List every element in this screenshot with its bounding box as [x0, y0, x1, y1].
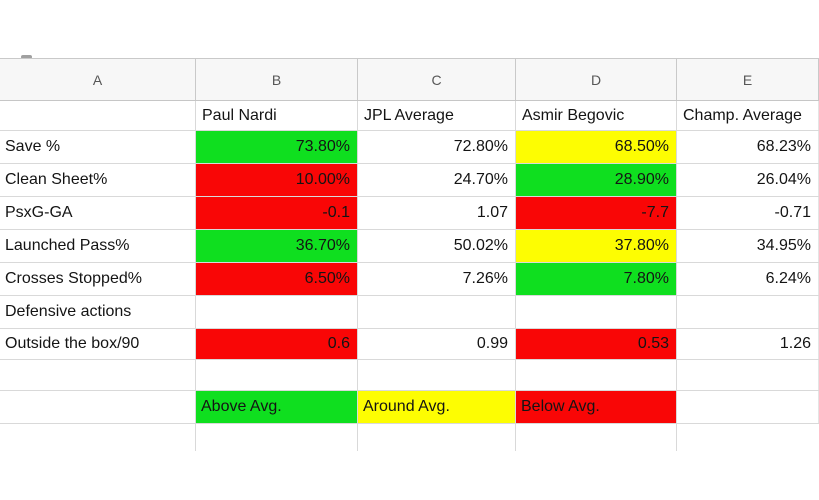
- spreadsheet-grid: A B C D E Paul Nardi JPL Average Asmir B…: [0, 58, 819, 451]
- legend-below-avg[interactable]: Below Avg.: [516, 391, 677, 423]
- stat-row-outside-the-box-90: Outside the box/90 0.6 0.99 0.53 1.26: [0, 329, 819, 360]
- cell-e-defensive-actions[interactable]: [677, 296, 819, 328]
- cell-a-legend[interactable]: [0, 391, 196, 423]
- cell-d-launched-pass[interactable]: 37.80%: [516, 230, 677, 262]
- cell-c-save-pct[interactable]: 72.80%: [358, 131, 516, 163]
- partial-bottom-row: [0, 424, 819, 451]
- stat-row-defensive-actions: Defensive actions: [0, 296, 819, 329]
- stat-row-launched-pass-pct: Launched Pass% 36.70% 50.02% 37.80% 34.9…: [0, 230, 819, 263]
- cell-a-save-pct-label[interactable]: Save %: [0, 131, 196, 163]
- cell-a-player-names[interactable]: [0, 101, 196, 130]
- top-border-artifact-dash: [21, 55, 32, 59]
- cell-e-partial[interactable]: [677, 424, 819, 451]
- cell-c-defensive-actions[interactable]: [358, 296, 516, 328]
- cell-e-legend-empty[interactable]: [677, 391, 819, 423]
- cell-b-clean-sheet[interactable]: 10.00%: [196, 164, 358, 196]
- cell-d-clean-sheet[interactable]: 28.90%: [516, 164, 677, 196]
- cell-e-outside-box[interactable]: 1.26: [677, 329, 819, 359]
- cell-c-launched-pass[interactable]: 50.02%: [358, 230, 516, 262]
- cell-c-empty[interactable]: [358, 360, 516, 390]
- cell-b-defensive-actions[interactable]: [196, 296, 358, 328]
- cell-b-save-pct[interactable]: 73.80%: [196, 131, 358, 163]
- cell-d-defensive-actions[interactable]: [516, 296, 677, 328]
- cell-a-outside-box-label[interactable]: Outside the box/90: [0, 329, 196, 359]
- column-header-d[interactable]: D: [516, 59, 677, 100]
- cell-a-crosses-stopped-label[interactable]: Crosses Stopped%: [0, 263, 196, 295]
- cell-a-psxg-ga-label[interactable]: PsxG-GA: [0, 197, 196, 229]
- stat-row-clean-sheet-pct: Clean Sheet% 10.00% 24.70% 28.90% 26.04%: [0, 164, 819, 197]
- cell-b-outside-box[interactable]: 0.6: [196, 329, 358, 359]
- cell-b-empty[interactable]: [196, 360, 358, 390]
- stat-row-save-pct: Save % 73.80% 72.80% 68.50% 68.23%: [0, 131, 819, 164]
- column-header-c[interactable]: C: [358, 59, 516, 100]
- cell-d-outside-box[interactable]: 0.53: [516, 329, 677, 359]
- cell-a-empty[interactable]: [0, 360, 196, 390]
- cell-e-launched-pass[interactable]: 34.95%: [677, 230, 819, 262]
- column-header-e[interactable]: E: [677, 59, 819, 100]
- stat-row-psxg-ga: PsxG-GA -0.1 1.07 -7.7 -0.71: [0, 197, 819, 230]
- stat-row-crosses-stopped-pct: Crosses Stopped% 6.50% 7.26% 7.80% 6.24%: [0, 263, 819, 296]
- cell-d-partial[interactable]: [516, 424, 677, 451]
- cell-b-launched-pass[interactable]: 36.70%: [196, 230, 358, 262]
- cell-e-clean-sheet[interactable]: 26.04%: [677, 164, 819, 196]
- legend-around-avg[interactable]: Around Avg.: [358, 391, 516, 423]
- cell-e-save-pct[interactable]: 68.23%: [677, 131, 819, 163]
- cell-b-player-name-paul-nardi[interactable]: Paul Nardi: [196, 101, 358, 130]
- cell-d-psxg-ga[interactable]: -7.7: [516, 197, 677, 229]
- cell-c-clean-sheet[interactable]: 24.70%: [358, 164, 516, 196]
- cell-b-partial[interactable]: [196, 424, 358, 451]
- column-header-row: A B C D E: [0, 59, 819, 101]
- cell-d-save-pct[interactable]: 68.50%: [516, 131, 677, 163]
- cell-c-jpl-average-header[interactable]: JPL Average: [358, 101, 516, 130]
- empty-row: [0, 360, 819, 391]
- cell-c-outside-box[interactable]: 0.99: [358, 329, 516, 359]
- cell-e-psxg-ga[interactable]: -0.71: [677, 197, 819, 229]
- cell-d-empty[interactable]: [516, 360, 677, 390]
- cell-b-crosses-stopped[interactable]: 6.50%: [196, 263, 358, 295]
- cell-e-empty[interactable]: [677, 360, 819, 390]
- cell-c-crosses-stopped[interactable]: 7.26%: [358, 263, 516, 295]
- column-header-a[interactable]: A: [0, 59, 196, 100]
- cell-c-partial[interactable]: [358, 424, 516, 451]
- legend-above-avg[interactable]: Above Avg.: [196, 391, 358, 423]
- cell-c-psxg-ga[interactable]: 1.07: [358, 197, 516, 229]
- cell-e-crosses-stopped[interactable]: 6.24%: [677, 263, 819, 295]
- player-names-row: Paul Nardi JPL Average Asmir Begovic Cha…: [0, 101, 819, 131]
- cell-a-partial[interactable]: [0, 424, 196, 451]
- cell-a-defensive-actions-label[interactable]: Defensive actions: [0, 296, 196, 328]
- cell-a-clean-sheet-label[interactable]: Clean Sheet%: [0, 164, 196, 196]
- column-header-b[interactable]: B: [196, 59, 358, 100]
- cell-d-crosses-stopped[interactable]: 7.80%: [516, 263, 677, 295]
- legend-row: Above Avg. Around Avg. Below Avg.: [0, 391, 819, 424]
- cell-d-player-name-asmir-begovic[interactable]: Asmir Begovic: [516, 101, 677, 130]
- cell-e-champ-average-header[interactable]: Champ. Average: [677, 101, 819, 130]
- cell-b-psxg-ga[interactable]: -0.1: [196, 197, 358, 229]
- cell-a-launched-pass-label[interactable]: Launched Pass%: [0, 230, 196, 262]
